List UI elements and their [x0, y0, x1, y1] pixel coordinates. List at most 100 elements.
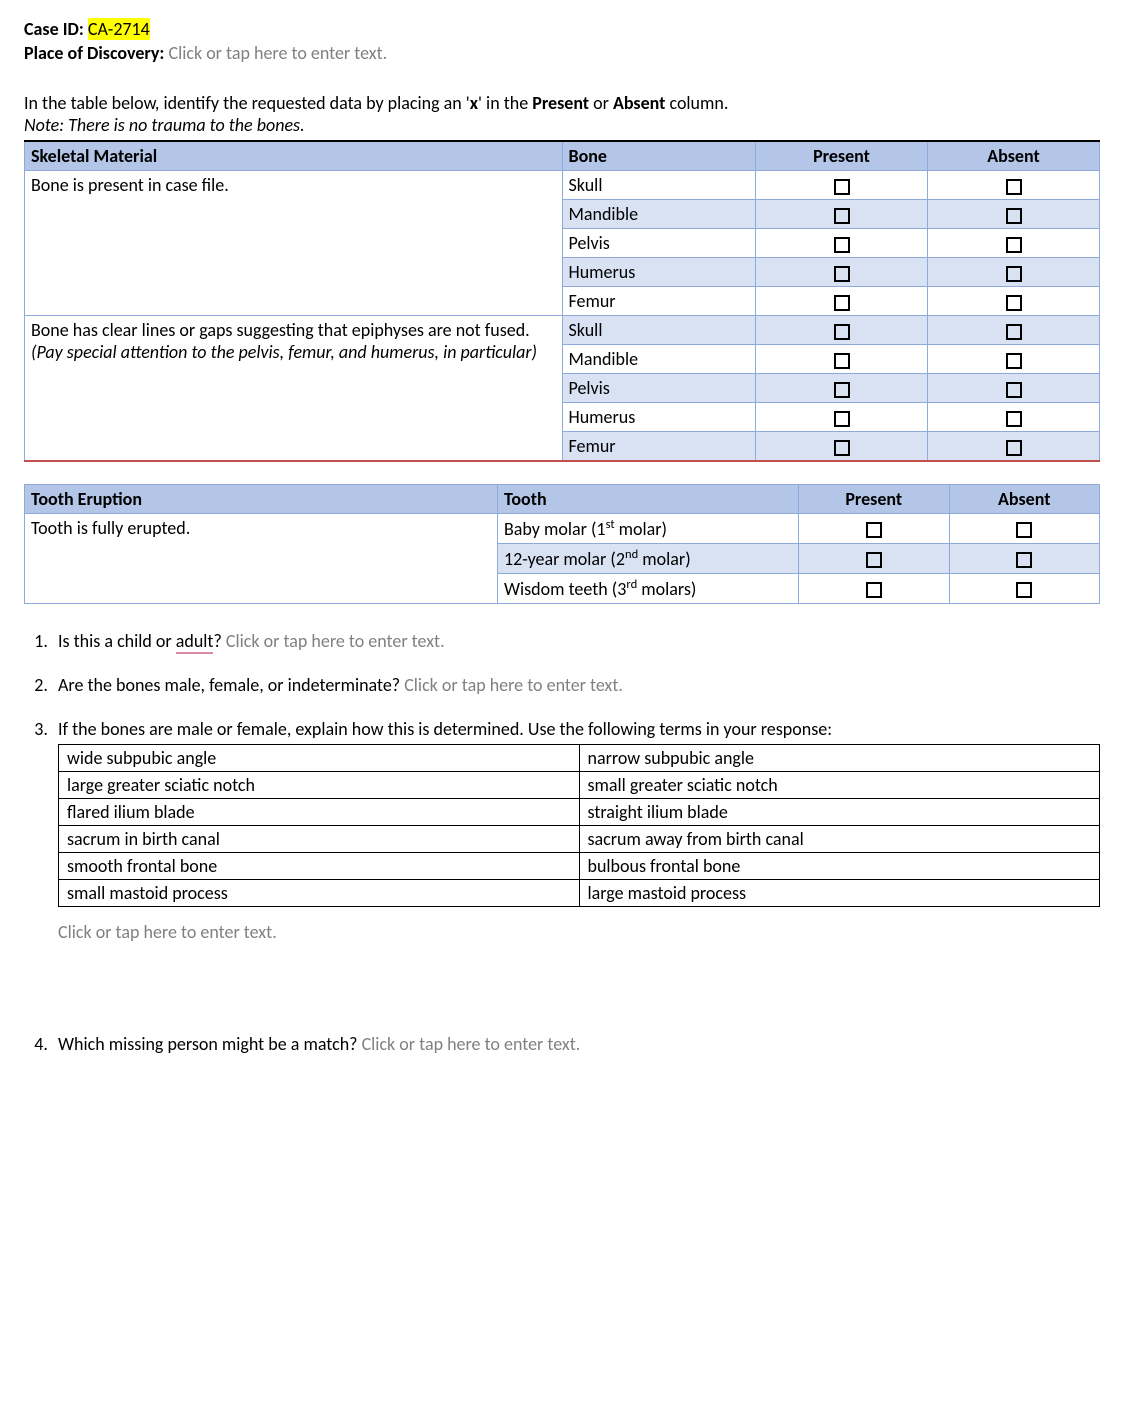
q1-input[interactable]: Click or tap here to enter text.	[226, 630, 445, 652]
term-cell: small mastoid process	[59, 880, 580, 907]
checkbox[interactable]	[1006, 353, 1022, 369]
checkbox[interactable]	[866, 582, 882, 598]
th-bone: Bone	[562, 141, 756, 171]
skeletal-group-label: Bone has clear lines or gaps suggesting …	[25, 316, 563, 462]
checkbox[interactable]	[1006, 382, 1022, 398]
bone-cell: Femur	[562, 287, 756, 316]
checkbox[interactable]	[1016, 582, 1032, 598]
term-cell: narrow subpubic angle	[579, 745, 1100, 772]
absent-cell	[928, 345, 1100, 374]
present-cell	[756, 403, 928, 432]
table-row: Bone has clear lines or gaps suggesting …	[25, 316, 1100, 345]
present-cell	[799, 574, 950, 604]
th-tooth: Tooth	[498, 485, 799, 514]
tooth-cell: Wisdom teeth (3rd molars)	[498, 574, 799, 604]
question-4: Which missing person might be a match? C…	[52, 1033, 1100, 1055]
q3-input[interactable]: Click or tap here to enter text.	[58, 921, 1100, 943]
terms-table: wide subpubic anglenarrow subpubic angle…	[58, 744, 1100, 907]
instr-absent: Absent	[613, 92, 665, 114]
question-2: Are the bones male, female, or indetermi…	[52, 674, 1100, 696]
instr-x: x	[470, 92, 478, 114]
checkbox[interactable]	[834, 382, 850, 398]
checkbox[interactable]	[834, 295, 850, 311]
present-cell	[756, 374, 928, 403]
term-cell: straight ilium blade	[579, 799, 1100, 826]
table-row: small mastoid processlarge mastoid proce…	[59, 880, 1100, 907]
present-cell	[799, 544, 950, 574]
question-1: Is this a child or adult? Click or tap h…	[52, 630, 1100, 652]
checkbox[interactable]	[1006, 266, 1022, 282]
term-cell: sacrum in birth canal	[59, 826, 580, 853]
term-cell: wide subpubic angle	[59, 745, 580, 772]
instruction-note: Note: There is no trauma to the bones.	[24, 114, 1100, 136]
checkbox[interactable]	[1006, 179, 1022, 195]
place-input[interactable]: Click or tap here to enter text.	[168, 42, 387, 64]
tooth-table: Tooth Eruption Tooth Present Absent Toot…	[24, 484, 1100, 604]
instr-text-a: In the table below, identify the request…	[24, 92, 470, 114]
case-id-label: Case ID:	[24, 18, 84, 40]
absent-cell	[949, 574, 1100, 604]
present-cell	[756, 229, 928, 258]
checkbox[interactable]	[1006, 295, 1022, 311]
q3-text: If the bones are male or female, explain…	[58, 718, 832, 740]
absent-cell	[928, 229, 1100, 258]
absent-cell	[928, 258, 1100, 287]
checkbox[interactable]	[834, 266, 850, 282]
instr-present: Present	[532, 92, 589, 114]
present-cell	[756, 432, 928, 462]
checkbox[interactable]	[834, 208, 850, 224]
checkbox[interactable]	[834, 411, 850, 427]
table-row: large greater sciatic notchsmall greater…	[59, 772, 1100, 799]
th-absent: Absent	[928, 141, 1100, 171]
checkbox[interactable]	[1006, 208, 1022, 224]
checkbox[interactable]	[1016, 552, 1032, 568]
term-cell: smooth frontal bone	[59, 853, 580, 880]
term-cell: bulbous frontal bone	[579, 853, 1100, 880]
th-tooth-absent: Absent	[949, 485, 1100, 514]
place-line: Place of Discovery: Click or tap here to…	[24, 42, 1100, 64]
tooth-group-label: Tooth is fully erupted.	[25, 514, 498, 604]
bone-cell: Skull	[562, 316, 756, 345]
term-cell: large greater sciatic notch	[59, 772, 580, 799]
checkbox[interactable]	[1016, 522, 1032, 538]
bone-cell: Mandible	[562, 200, 756, 229]
checkbox[interactable]	[1006, 237, 1022, 253]
instr-text-c: or	[589, 92, 613, 114]
checkbox[interactable]	[866, 522, 882, 538]
checkbox[interactable]	[1006, 411, 1022, 427]
instruction-line: In the table below, identify the request…	[24, 92, 1100, 114]
skeletal-group-label: Bone is present in case file.	[25, 171, 563, 316]
checkbox[interactable]	[834, 179, 850, 195]
absent-cell	[928, 432, 1100, 462]
q2-input[interactable]: Click or tap here to enter text.	[404, 674, 623, 696]
checkbox[interactable]	[1006, 440, 1022, 456]
bone-cell: Skull	[562, 171, 756, 200]
bone-cell: Pelvis	[562, 229, 756, 258]
checkbox[interactable]	[834, 237, 850, 253]
th-tooth-present: Present	[799, 485, 950, 514]
q1-text-a: Is this a child or	[58, 630, 176, 652]
bone-cell: Femur	[562, 432, 756, 462]
table-row: Tooth is fully erupted.Baby molar (1st m…	[25, 514, 1100, 544]
bone-cell: Mandible	[562, 345, 756, 374]
table-row: flared ilium bladestraight ilium blade	[59, 799, 1100, 826]
checkbox[interactable]	[1006, 324, 1022, 340]
checkbox[interactable]	[834, 353, 850, 369]
bone-cell: Pelvis	[562, 374, 756, 403]
checkbox[interactable]	[866, 552, 882, 568]
th-tooth-eruption: Tooth Eruption	[25, 485, 498, 514]
bone-cell: Humerus	[562, 403, 756, 432]
checkbox[interactable]	[834, 324, 850, 340]
absent-cell	[928, 171, 1100, 200]
table-row: sacrum in birth canalsacrum away from bi…	[59, 826, 1100, 853]
absent-cell	[928, 403, 1100, 432]
th-skeletal: Skeletal Material	[25, 141, 563, 171]
q4-input[interactable]: Click or tap here to enter text.	[362, 1033, 581, 1055]
q1-adult: adult	[176, 630, 214, 654]
present-cell	[756, 200, 928, 229]
q4-text: Which missing person might be a match?	[58, 1033, 358, 1055]
absent-cell	[928, 287, 1100, 316]
checkbox[interactable]	[834, 440, 850, 456]
present-cell	[756, 345, 928, 374]
tooth-cell: 12-year molar (2nd molar)	[498, 544, 799, 574]
